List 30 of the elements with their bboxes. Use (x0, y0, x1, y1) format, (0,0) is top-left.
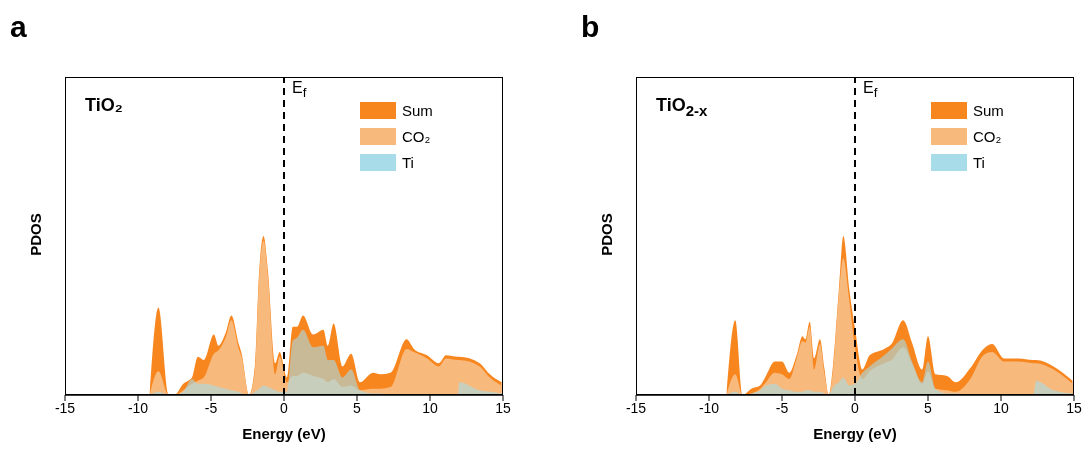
x-tick-label: -10 (127, 399, 149, 416)
legend-label: CO₂ (402, 127, 431, 145)
x-tick-label: 0 (851, 399, 860, 416)
x-tick-label: 5 (353, 399, 362, 416)
x-tick-label: 15 (495, 399, 511, 416)
y-axis-title: PDOS (26, 213, 44, 256)
x-tick-label: -5 (775, 399, 789, 416)
x-tick-label: -5 (204, 399, 218, 416)
text: TiO$_{2-x}$ (656, 95, 708, 119)
x-tick-label: 15 (1066, 399, 1082, 416)
legend-label: CO₂ (973, 127, 1002, 145)
legend-label: Sum (973, 101, 1004, 119)
x-tick-label: 5 (924, 399, 933, 416)
y-axis-title: PDOS (597, 213, 615, 256)
x-tick-label: -15 (625, 399, 647, 416)
text: TiO₂ (85, 95, 123, 116)
x-tick-label: 10 (422, 399, 438, 416)
x-tick-label: 0 (280, 399, 289, 416)
legend-label: Ti (973, 153, 985, 171)
ref-line-label: E$_{f}$ (292, 79, 307, 101)
chart-title: b (581, 10, 600, 44)
legend-label: Sum (402, 101, 433, 119)
x-tick-label: 10 (993, 399, 1009, 416)
x-tick-label: -10 (698, 399, 720, 416)
chart-title: a (10, 10, 27, 44)
x-tick-label: -15 (54, 399, 76, 416)
x-axis-title: Energy (eV) (242, 425, 326, 442)
ref-line-label: E$_{f}$ (863, 79, 878, 101)
legend-label: Ti (402, 153, 414, 171)
x-axis-title: Energy (eV) (813, 425, 897, 442)
